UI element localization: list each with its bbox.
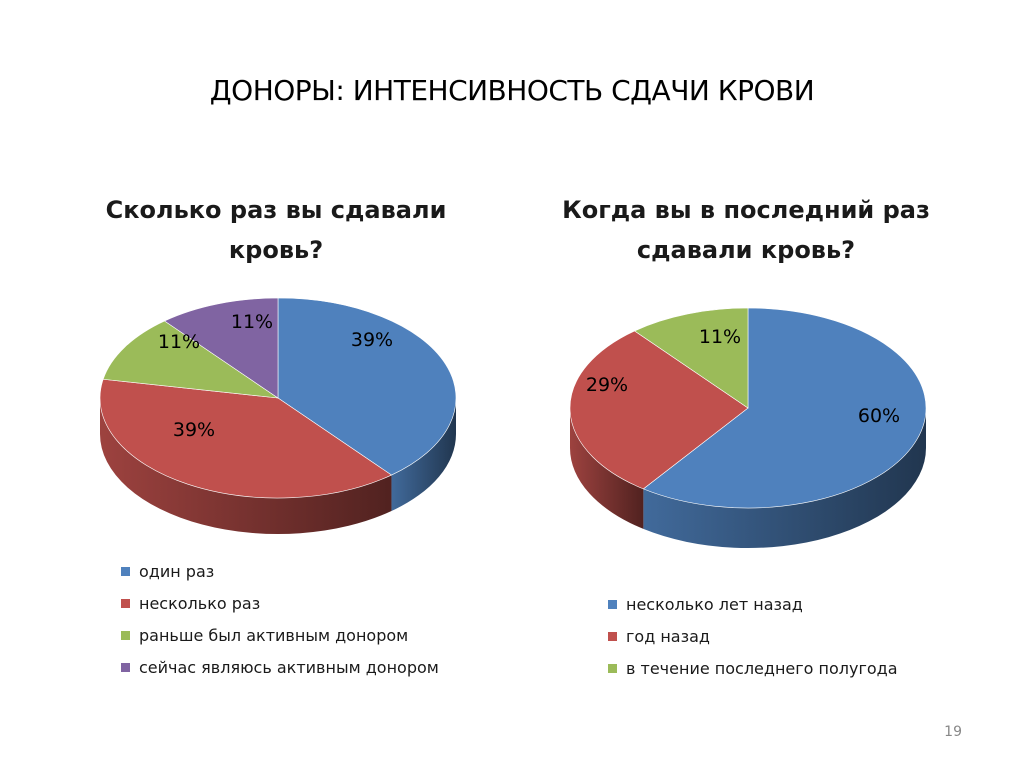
chart-2-legend-item: несколько лет назад xyxy=(608,588,898,620)
chart-2-title: Когда вы в последний раз сдавали кровь? xyxy=(556,190,936,270)
chart-2-legend-swatch xyxy=(608,599,617,609)
chart-1-slice-1 xyxy=(277,297,457,476)
chart-1-legend-label: раньше был активным донором xyxy=(139,625,409,645)
chart-1-title-line-2: кровь? xyxy=(228,236,324,264)
chart-1-side-2 xyxy=(100,398,392,534)
page-number: 19 xyxy=(944,724,962,740)
chart-1-data-label-3: 11% xyxy=(158,331,200,353)
chart-1-legend-swatch xyxy=(121,598,130,608)
chart-1-legend-swatch xyxy=(121,630,130,640)
chart-2-side-1 xyxy=(643,408,926,548)
chart-1-data-label-2: 39% xyxy=(173,419,215,441)
chart-2-slice-3 xyxy=(633,307,749,409)
chart-2-slice-2 xyxy=(569,330,749,490)
chart-2-legend-swatch xyxy=(608,631,617,641)
chart-1-legend-item: сейчас являюсь активным донором xyxy=(121,651,439,683)
chart-2-legend-swatch xyxy=(608,663,617,673)
chart-2-title-line-2: сдавали кровь? xyxy=(636,236,856,264)
chart-1-title: Сколько раз вы сдавали кровь? xyxy=(86,190,466,270)
chart-2-legend-label: год назад xyxy=(626,626,710,646)
chart-2-legend-label: несколько лет назад xyxy=(626,594,803,614)
pie-chart-last-donation: 60% 29% 11% xyxy=(569,307,927,548)
chart-1-slice-4 xyxy=(163,297,279,399)
chart-2-slice-1 xyxy=(642,307,927,509)
chart-1-legend: один раз несколько раз раньше был активным… xyxy=(121,555,439,683)
chart-2-title-line-1: Когда вы в последний раз xyxy=(562,196,930,224)
chart-1-legend-label: один раз xyxy=(139,561,215,581)
chart-1-data-label-4: 11% xyxy=(231,311,273,333)
chart-1-legend-label: несколько раз xyxy=(139,593,261,613)
chart-2-data-label-3: 11% xyxy=(699,326,741,348)
chart-1-data-label-1: 39% xyxy=(351,329,393,351)
chart-1-slice-2 xyxy=(99,378,393,499)
chart-1-legend-item: один раз xyxy=(121,555,439,587)
chart-2-data-label-1: 60% xyxy=(858,405,900,427)
chart-2-side-walls xyxy=(570,408,926,548)
chart-2-data-label-2: 29% xyxy=(586,374,628,396)
chart-1-title-line-1: Сколько раз вы сдавали xyxy=(105,196,447,224)
pie-chart-times-donated: 39% 39% 11% 11% xyxy=(99,297,457,534)
chart-2-side-2 xyxy=(570,408,644,529)
chart-1-legend-item: несколько раз xyxy=(121,587,439,619)
slide-title: ДОНОРЫ: ИНТЕНСИВНОСТЬ СДАЧИ КРОВИ xyxy=(209,74,815,107)
chart-2-legend-label: в течение последнего полугода xyxy=(626,658,898,678)
chart-1-side-1 xyxy=(391,398,456,512)
chart-1-side-walls xyxy=(100,398,456,534)
chart-1-slice-3 xyxy=(102,320,279,399)
chart-1-legend-item: раньше был активным донором xyxy=(121,619,439,651)
chart-1-legend-label: сейчас являюсь активным донором xyxy=(139,657,439,677)
chart-2-legend-item: год назад xyxy=(608,620,898,652)
chart-1-legend-swatch xyxy=(121,566,130,576)
chart-1-legend-swatch xyxy=(121,662,130,672)
chart-2-legend-item: в течение последнего полугода xyxy=(608,652,898,684)
chart-2-legend: несколько лет назад год назад в течение по… xyxy=(608,588,898,684)
